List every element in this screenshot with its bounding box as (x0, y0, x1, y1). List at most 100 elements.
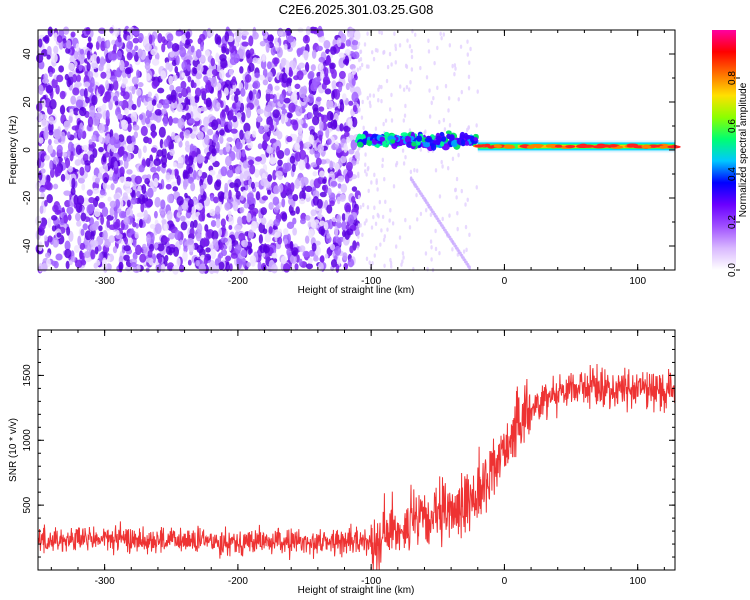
heatmap-cell (329, 62, 336, 70)
heatmap-cell (179, 46, 187, 58)
heatmap-cell (97, 35, 102, 43)
colorbar-label: Normalized spectral amplitude (738, 82, 749, 217)
heatmap-cell (104, 135, 110, 145)
heatmap-cell (312, 195, 320, 206)
heatmap-cell (469, 46, 472, 52)
heatmap-cell (303, 96, 310, 103)
heatmap-cell (378, 29, 381, 35)
heatmap-cell (294, 178, 301, 190)
heatmap-cell (335, 263, 340, 273)
heatmap-cell (172, 162, 178, 168)
heatmap-cell (75, 212, 81, 222)
heatmap-cell (344, 48, 351, 56)
heatmap-cell (51, 215, 58, 221)
heatmap-cell (187, 92, 192, 100)
y-tick-label: 20 (22, 96, 33, 108)
heatmap-cell (318, 36, 326, 43)
heatmap-cell (436, 139, 441, 146)
spectrogram-x-label: Height of straight line (km) (298, 285, 415, 296)
heatmap-cell (304, 235, 310, 244)
heatmap-cell (468, 265, 471, 271)
heatmap-cell (228, 164, 234, 171)
heatmap-cell (153, 158, 162, 166)
heatmap-cell (109, 206, 115, 217)
heatmap-cell (169, 51, 175, 58)
heatmap-cell (359, 90, 362, 96)
heatmap-cell (341, 220, 347, 232)
heatmap-cell (384, 199, 387, 205)
heatmap-cell (308, 134, 315, 144)
heatmap-cell (40, 262, 48, 272)
heatmap-cell (212, 238, 219, 248)
heatmap-cell (227, 120, 233, 130)
heatmap-cell (249, 164, 256, 175)
heatmap-cell (294, 263, 299, 271)
heatmap-cell (160, 211, 166, 219)
heatmap-cell (185, 98, 191, 106)
heatmap-cell (151, 99, 157, 106)
heatmap-cell (193, 170, 197, 180)
heatmap-cell (325, 56, 332, 66)
heatmap-cell (367, 188, 370, 194)
heatmap-cell (267, 71, 273, 82)
heatmap-cell (132, 37, 140, 44)
heatmap-cell (88, 139, 93, 145)
heatmap-cell (151, 58, 160, 66)
heatmap-cell (349, 245, 354, 254)
y-tick-label: 40 (22, 48, 33, 60)
heatmap-cell (195, 49, 202, 59)
heatmap-cell (211, 230, 219, 241)
heatmap-cell (410, 54, 414, 60)
heatmap-cell (52, 204, 59, 213)
heatmap-cell (195, 232, 202, 242)
heatmap-cell (503, 145, 516, 149)
heatmap-cell (205, 247, 211, 253)
heatmap-cell (310, 64, 316, 72)
heatmap-cell (356, 160, 360, 165)
heatmap-cell (267, 94, 275, 100)
heatmap-cell (251, 207, 259, 215)
heatmap-cell (466, 52, 469, 57)
heatmap-cell (198, 169, 203, 177)
heatmap-cell (204, 49, 211, 57)
heatmap-cell (86, 42, 94, 50)
heatmap-cell (162, 115, 169, 127)
heatmap-cell (46, 194, 53, 204)
heatmap-cell (430, 100, 433, 106)
heatmap-cell (329, 200, 335, 207)
heatmap-cell (79, 166, 85, 176)
heatmap-cell (207, 174, 213, 185)
heatmap-cell (301, 176, 309, 186)
heatmap-cell (200, 42, 204, 52)
heatmap-cell (149, 232, 155, 244)
heatmap-cell (241, 239, 249, 248)
heatmap-cell (91, 94, 98, 106)
heatmap-cell (373, 253, 376, 258)
heatmap-cell (215, 205, 221, 215)
heatmap-cell (214, 180, 221, 191)
heatmap-cell (554, 144, 563, 148)
heatmap-cell (140, 125, 148, 137)
heatmap-cell (224, 192, 228, 200)
heatmap-cell (190, 45, 195, 53)
heatmap-cell (147, 91, 153, 98)
heatmap-cell (106, 39, 111, 49)
heatmap-cell (240, 87, 246, 97)
heatmap-cell (270, 45, 276, 56)
heatmap-cell (351, 44, 358, 50)
heatmap-cell (42, 78, 50, 84)
heatmap-cell (110, 53, 118, 61)
heatmap-cell (79, 48, 85, 55)
heatmap-cell (52, 156, 59, 165)
heatmap-cell (161, 43, 166, 53)
heatmap-cell (56, 74, 64, 83)
heatmap-cell (404, 217, 407, 223)
heatmap-cell (86, 189, 93, 196)
heatmap-cell (63, 120, 71, 129)
heatmap-cell (79, 88, 86, 97)
heatmap-cell (130, 197, 138, 205)
heatmap-cell (236, 112, 242, 119)
heatmap-cell (228, 189, 232, 200)
heatmap-cell (123, 254, 130, 261)
heatmap-cell (236, 258, 243, 270)
